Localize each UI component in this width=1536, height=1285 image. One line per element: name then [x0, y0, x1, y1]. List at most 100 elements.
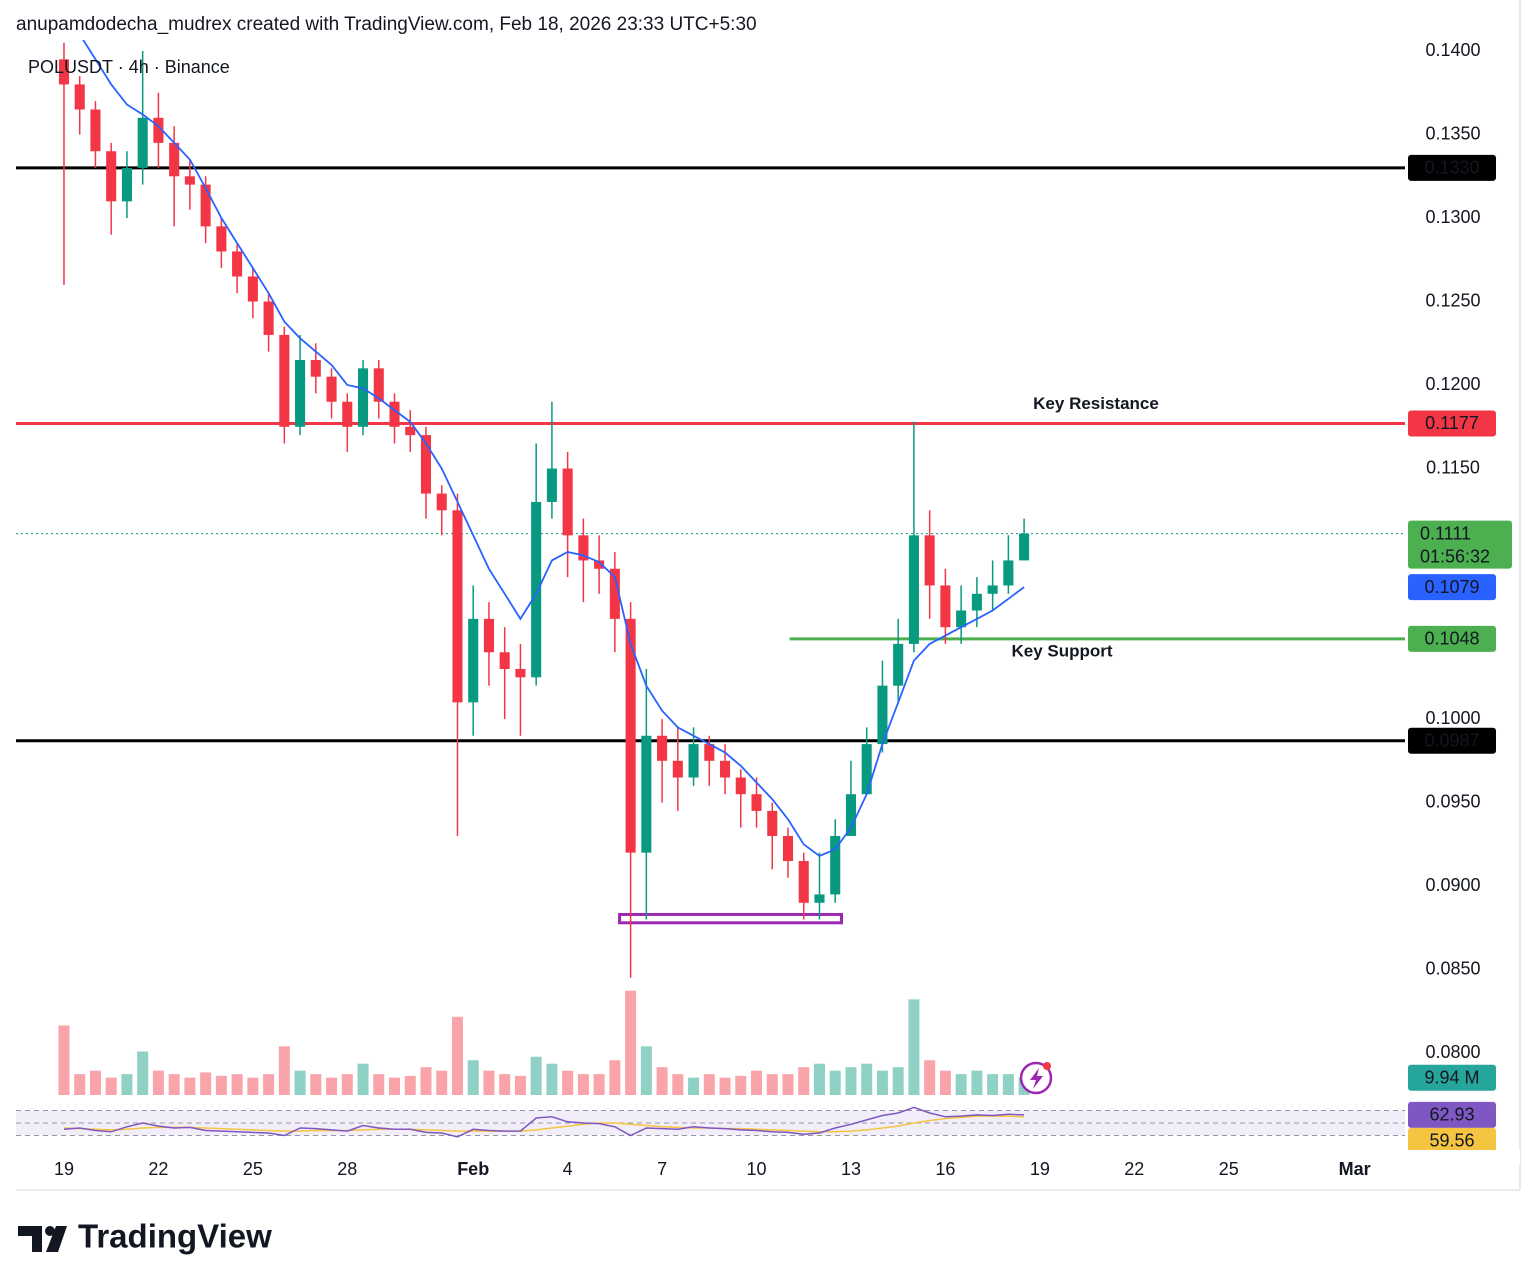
- volume-bar: [404, 1075, 416, 1095]
- y-tick-label: 0.1400: [1425, 40, 1480, 60]
- candle-body: [657, 735, 668, 761]
- volume-bar: [971, 1070, 983, 1095]
- header: anupamdodecha_mudrex created with Tradin…: [16, 14, 757, 35]
- level-badge: 0.1048: [1424, 629, 1479, 649]
- volume-bar: [766, 1074, 778, 1095]
- y-tick-label: 0.0950: [1425, 791, 1480, 811]
- x-tick-label: 25: [243, 1159, 263, 1179]
- volume-bar: [719, 1077, 731, 1095]
- candle-body: [169, 142, 180, 177]
- candle-body: [893, 643, 904, 686]
- rsi-ma-line: [63, 1115, 1025, 1133]
- countdown: 01:56:32: [1420, 546, 1490, 566]
- candle-body: [295, 359, 306, 427]
- volume-bar: [813, 1063, 825, 1095]
- candle-body: [106, 151, 117, 202]
- volume-bar: [924, 1060, 936, 1095]
- volume-bar: [845, 1067, 857, 1095]
- y-tick-label: 0.1000: [1425, 708, 1480, 728]
- x-tick-label: 16: [935, 1159, 955, 1179]
- candle-body: [830, 835, 841, 895]
- plot: [16, 40, 1405, 1138]
- candle-body: [153, 117, 164, 143]
- candle-body: [310, 359, 321, 377]
- x-tick-label: 19: [54, 1159, 74, 1179]
- rsi-ma-badge-bg: [1408, 1127, 1496, 1154]
- candle-body: [546, 468, 557, 502]
- y-tick-label: 0.1250: [1425, 290, 1480, 310]
- volume-bar: [278, 1046, 290, 1095]
- volume-bar: [939, 1070, 951, 1095]
- candle-body: [877, 685, 888, 745]
- volume-bar: [436, 1070, 448, 1095]
- rsi-badge-cover: [1400, 1150, 1520, 1164]
- volume-bar: [451, 1016, 463, 1095]
- candle-body: [782, 835, 794, 862]
- volume-bar: [483, 1070, 495, 1095]
- volume-badge-bg: [1408, 1064, 1496, 1091]
- x-tick-label: Feb: [457, 1159, 489, 1179]
- volume-bar: [546, 1063, 558, 1095]
- candle-body: [1003, 560, 1014, 586]
- x-tick-label: 13: [841, 1159, 861, 1179]
- volume-bar: [499, 1074, 511, 1095]
- volume-bar: [908, 999, 920, 1095]
- candle-body: [137, 117, 148, 168]
- candle-body: [720, 760, 731, 778]
- volume-bar: [751, 1070, 763, 1095]
- candle-body: [940, 585, 951, 628]
- y-tick-label: 0.0900: [1425, 875, 1480, 895]
- volume-bar: [829, 1070, 841, 1095]
- moving-average: [82, 40, 1025, 858]
- volume-bar: [688, 1077, 700, 1095]
- candle-body: [751, 794, 762, 811]
- x-tick-label: 28: [337, 1159, 357, 1179]
- candle-body: [247, 276, 258, 302]
- volume-bar: [215, 1075, 227, 1095]
- volume-bar: [735, 1075, 747, 1095]
- x-tick-label: 4: [563, 1159, 573, 1179]
- candle-body: [90, 109, 101, 152]
- volume-bar: [593, 1074, 605, 1095]
- candle-body: [515, 668, 526, 678]
- rsi-line: [63, 1106, 1025, 1138]
- volume-bar: [341, 1074, 353, 1095]
- volume-bar: [152, 1070, 164, 1095]
- volume-bar: [326, 1077, 338, 1095]
- volume-bar: [955, 1074, 967, 1095]
- price-badge: 0.1111: [1420, 523, 1471, 543]
- volume-bar: [672, 1074, 684, 1095]
- candle-body: [845, 794, 856, 836]
- volume-bar: [121, 1074, 133, 1095]
- volume-bar: [467, 1060, 479, 1095]
- volume-bar: [105, 1077, 117, 1095]
- candle-body: [956, 610, 967, 628]
- candle-body: [625, 618, 636, 853]
- candle-body: [436, 493, 447, 511]
- level-badge: 0.1177: [1425, 413, 1479, 433]
- level-badge-bg: [1408, 727, 1496, 754]
- candle-body: [971, 593, 982, 611]
- price-pane: [16, 40, 1405, 978]
- candle-body: [58, 59, 70, 85]
- candle-body: [609, 568, 620, 619]
- candle-body: [216, 226, 227, 252]
- volume-bar: [640, 1046, 652, 1095]
- volume-bar: [861, 1063, 873, 1095]
- y-tick-label: 0.1200: [1425, 374, 1480, 394]
- rsi-badge-bg: [1408, 1101, 1496, 1128]
- candle-body: [121, 167, 132, 202]
- candle-body: [704, 744, 715, 761]
- volume-bar: [562, 1070, 574, 1095]
- volume-bar: [389, 1077, 401, 1095]
- volume-bar: [310, 1074, 322, 1095]
- candle-body: [405, 426, 416, 436]
- x-tick-label: 7: [657, 1159, 667, 1179]
- volume-bar: [609, 1060, 621, 1095]
- x-tick-label: 22: [1124, 1159, 1144, 1179]
- volume-bar: [231, 1074, 243, 1095]
- x-tick-label: Mar: [1339, 1159, 1371, 1179]
- candle-body: [908, 535, 919, 644]
- candle-body: [578, 535, 589, 561]
